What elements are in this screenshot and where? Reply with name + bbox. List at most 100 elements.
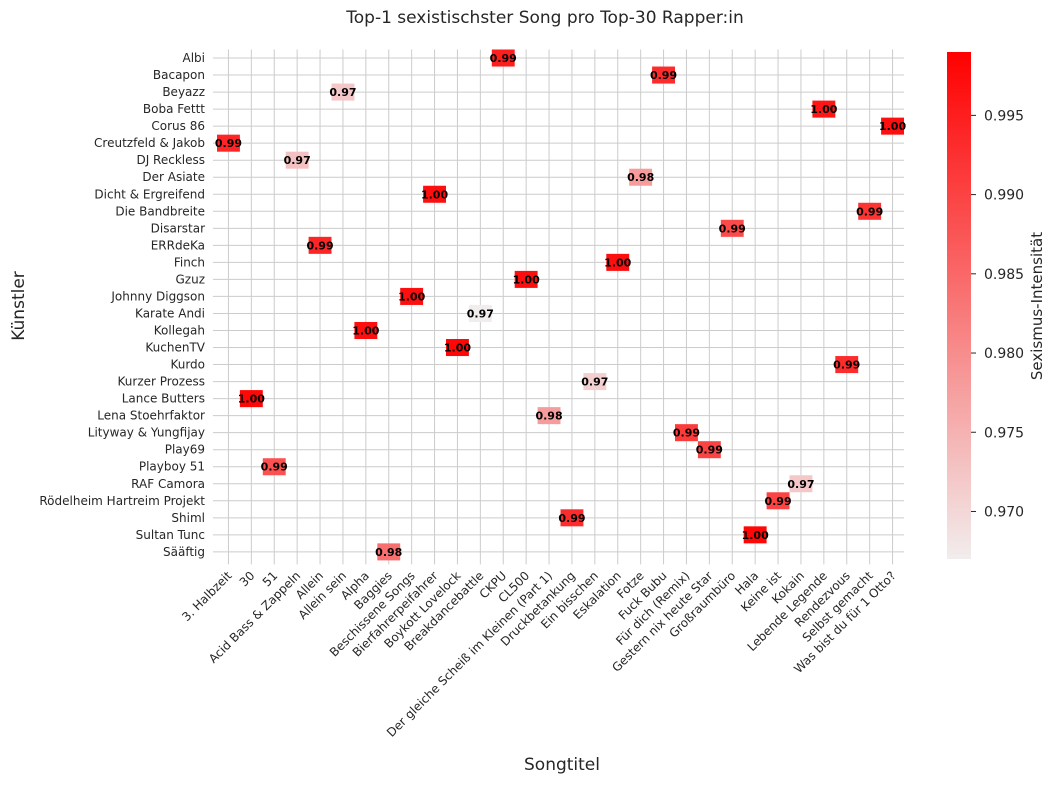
cell-value-label: 0.99 [490, 52, 517, 65]
heatmap-cell [675, 424, 698, 442]
y-tick-label: Die Bandbreite [115, 204, 205, 218]
y-tick-label: Sääftig [163, 545, 205, 559]
y-tick-label: Dicht & Ergreifend [94, 187, 205, 201]
heatmap-cell [835, 356, 859, 374]
cell-value-label: 0.97 [787, 478, 814, 491]
y-tick-label: Playboy 51 [139, 460, 205, 474]
cell-value-label: 1.00 [421, 188, 448, 201]
heatmap-cell [239, 390, 263, 408]
heatmap-cell [766, 492, 790, 510]
heatmap-cell [812, 100, 836, 118]
cell-value-label: 0.99 [673, 427, 700, 440]
y-tick-label: ERRdeKa [151, 238, 205, 252]
x-tick-label: 3. Halbzeit [179, 568, 235, 624]
y-tick-label: Boba Fettt [143, 102, 205, 116]
cell-value-label: 0.98 [535, 410, 562, 423]
y-axis-label: Künstler [9, 271, 29, 341]
y-tick-label: Der Asiate [142, 170, 205, 184]
heatmap-cell [858, 202, 882, 220]
y-tick-labels: Albi Bacapon Beyazz Boba Fettt Corus 86 Creut… [39, 51, 205, 559]
heatmap-cell [881, 117, 904, 135]
heatmap-cell [217, 134, 240, 152]
heatmap-cell [423, 185, 446, 203]
cell-value-label: 0.99 [833, 359, 860, 372]
x-tick-label: 30 [237, 569, 258, 590]
heatmap-cell [308, 236, 332, 254]
cell-value-label: 1.00 [604, 256, 631, 269]
heatmap-cell [262, 458, 286, 476]
heatmap-cell [491, 49, 515, 67]
cell-value-label: 0.97 [581, 376, 608, 389]
y-tick-label: RAF Camora [131, 477, 205, 491]
heatmap-cell [354, 321, 378, 340]
cell-value-label: 0.99 [558, 512, 585, 525]
cell-value-label: 1.00 [742, 529, 769, 542]
y-tick-label: Rödelheim Hartreim Projekt [39, 494, 205, 508]
cell-value-label: 0.99 [856, 205, 883, 218]
cell-value-label: 0.99 [261, 461, 288, 474]
heatmap-cell [629, 168, 653, 186]
cell-value-label: 0.99 [764, 495, 791, 508]
cells-layer: 0.99 0.99 0.97 1.00 1.00 0.99 0.97 0.98 1.00 0.99… [215, 49, 906, 561]
cell-value-label: 0.98 [375, 546, 402, 559]
colorbar-gradient [947, 52, 971, 559]
y-tick-label: Kurdo [170, 358, 205, 372]
heatmap-cell [652, 66, 675, 84]
cell-value-label: 1.00 [879, 120, 906, 133]
x-axis-label: Songtitel [524, 755, 600, 775]
chart-title: Top-1 sexistischster Song pro Top-30 Rap… [345, 8, 743, 28]
colorbar-tick-label: 0.975 [984, 425, 1024, 441]
colorbar-ticks: 0.970 0.975 0.980 0.985 0.990 0.995 [971, 108, 1024, 520]
cell-value-label: 0.99 [215, 137, 242, 150]
cell-value-label: 0.99 [696, 444, 723, 457]
colorbar-tick-label: 0.970 [984, 504, 1024, 520]
cell-value-label: 0.99 [306, 239, 333, 252]
y-tick-label: Finch [174, 255, 205, 269]
colorbar-tick-label: 0.995 [984, 108, 1024, 124]
y-tick-label: DJ Reckless [136, 153, 205, 167]
heatmap-cell [331, 83, 355, 101]
heatmap-cell [537, 407, 561, 425]
colorbar-label: Sexismus-Intensität [1028, 232, 1046, 380]
heatmap-cell [583, 373, 607, 391]
heatmap-cell [697, 441, 721, 459]
y-tick-label: Bacapon [153, 68, 205, 82]
y-tick-label: Lena Stoehrfaktor [97, 409, 205, 423]
cell-value-label: 1.00 [810, 103, 837, 116]
y-tick-label: Gzuz [175, 272, 205, 286]
heatmap-cell [400, 287, 424, 305]
y-tick-label: Play69 [165, 443, 205, 457]
colorbar-tick-label: 0.990 [984, 188, 1024, 204]
heatmap-cell [606, 253, 630, 271]
heatmap-cell [285, 151, 309, 169]
cell-value-label: 0.97 [284, 154, 311, 167]
colorbar-tick-label: 0.980 [984, 346, 1024, 362]
y-tick-label: Karate Andi [135, 306, 205, 320]
cell-value-label: 0.99 [650, 69, 677, 82]
heatmap-cell [720, 219, 744, 237]
y-tick-label: Lance Butters [122, 392, 205, 406]
cell-value-label: 1.00 [444, 342, 471, 355]
y-tick-label: Sultan Tunc [136, 528, 205, 542]
heatmap-cell [789, 475, 813, 493]
y-tick-label: Lityway & Yungfijay [88, 426, 205, 440]
y-tick-label: Kollegah [154, 323, 205, 337]
grid-layer [213, 49, 904, 565]
cell-value-label: 0.97 [329, 86, 356, 99]
heatmap-cell [468, 304, 492, 322]
colorbar-tick-label: 0.985 [984, 267, 1024, 283]
y-tick-label: Shiml [171, 511, 205, 525]
y-tick-label: Disarstar [151, 221, 205, 235]
cell-value-label: 0.97 [467, 307, 494, 320]
heatmap-cell [446, 339, 469, 357]
y-tick-label: KuchenTV [145, 341, 205, 355]
cell-value-label: 0.98 [627, 171, 654, 184]
y-tick-label: Creutzfeld & Jakob [94, 136, 205, 150]
cell-value-label: 0.99 [719, 222, 746, 235]
cell-value-label: 1.00 [513, 273, 540, 286]
heatmap-cell [560, 509, 584, 527]
heatmap-cell [377, 543, 401, 561]
